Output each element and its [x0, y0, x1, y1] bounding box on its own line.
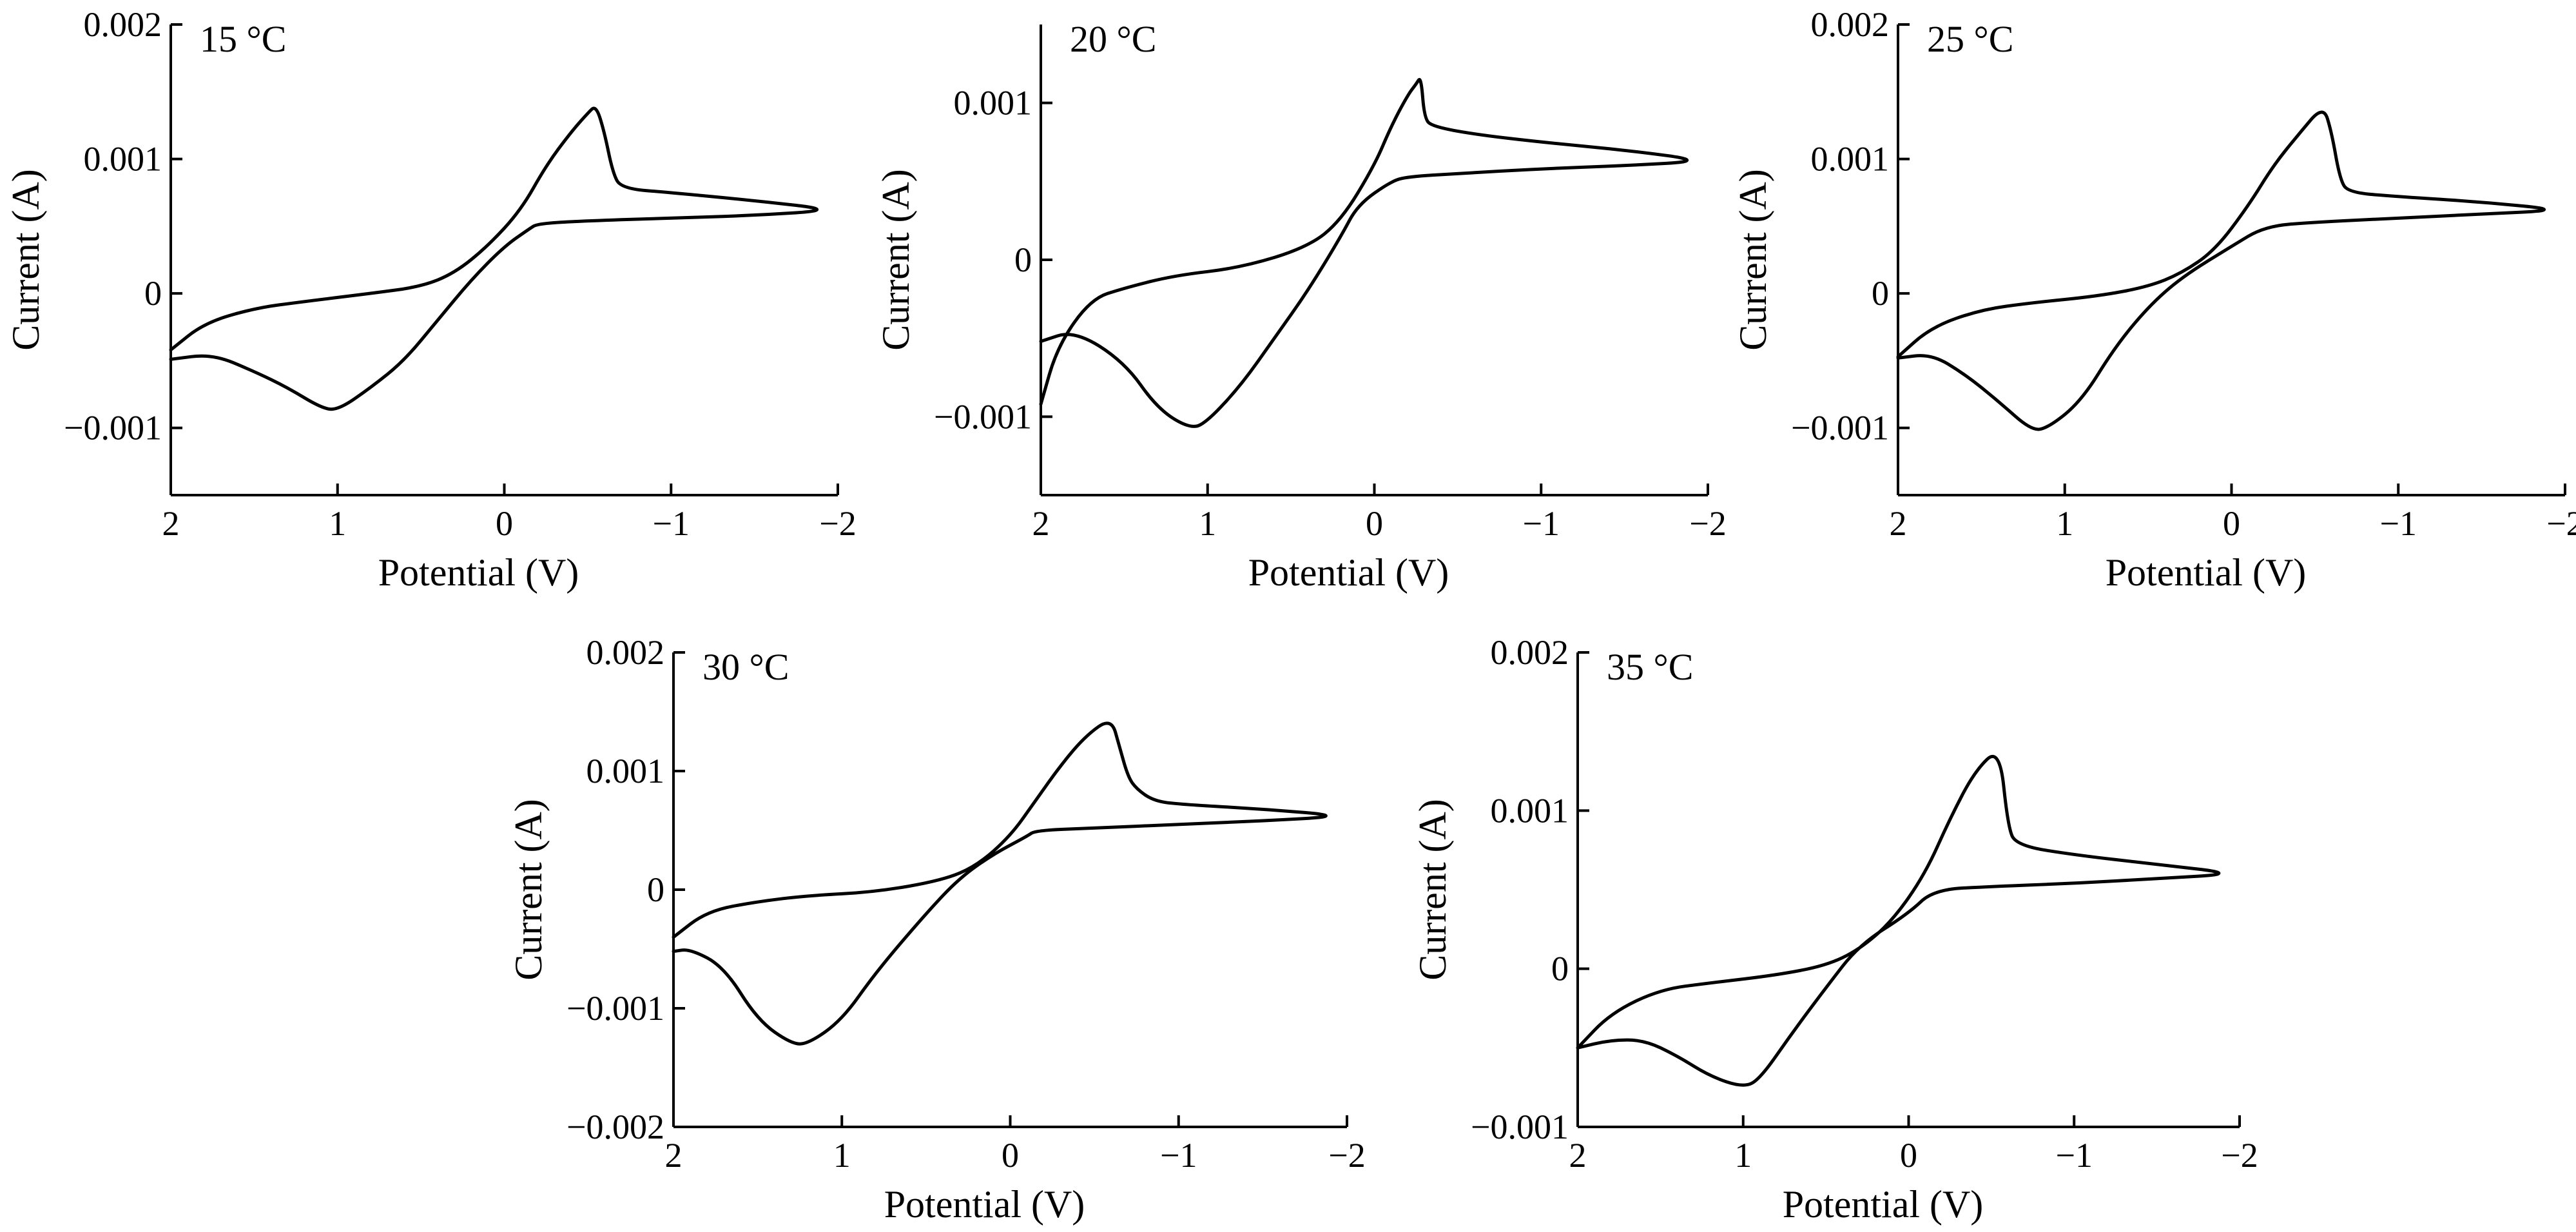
y-tick-label: −0.001 [934, 397, 1032, 436]
x-tick-label: 2 [1569, 1136, 1587, 1175]
y-tick-label: 0.002 [84, 5, 162, 44]
y-tick-label: −0.001 [1791, 409, 1889, 447]
x-tick-label: 0 [1002, 1136, 1019, 1175]
y-tick-label: 0 [1872, 274, 1889, 313]
panel-15c: 2 1 0 −1 −2 −0.001 0 0.001 0.002 Potential (V) Cur… [5, 5, 857, 594]
panel-title: 30 °C [702, 646, 789, 688]
cv-curve [1896, 110, 2546, 431]
x-tick-label: 0 [2223, 504, 2240, 543]
cv-curve [672, 721, 1328, 1046]
y-tick-label: −0.001 [64, 409, 162, 447]
x-tick-label: −2 [2221, 1136, 2258, 1175]
x-tick-label: 1 [1199, 504, 1216, 543]
y-tick-label: 0.001 [586, 752, 665, 790]
panel-title: 35 °C [1607, 646, 1693, 688]
x-tick-label: 2 [162, 504, 180, 543]
x-axis-title: Potential (V) [378, 551, 579, 594]
x-tick-label: −1 [1523, 504, 1560, 543]
x-tick-label: −2 [1328, 1136, 1365, 1175]
panel-title: 25 °C [1927, 18, 2013, 60]
x-axis-title: Potential (V) [1248, 551, 1449, 594]
x-tick-label: 1 [329, 504, 346, 543]
y-tick-label: 0.001 [1811, 140, 1890, 179]
y-tick-label: 0.001 [954, 84, 1032, 122]
cv-curve [1576, 754, 2221, 1087]
x-tick-label: 1 [1734, 1136, 1752, 1175]
x-tick-label: 0 [1900, 1136, 1917, 1175]
cv-curve [1039, 77, 1689, 428]
x-tick-label: 2 [665, 1136, 683, 1175]
y-tick-label: 0.001 [84, 140, 162, 179]
x-tick-label: −1 [653, 504, 690, 543]
cv-curve [169, 106, 819, 411]
x-tick-label: −2 [819, 504, 856, 543]
y-tick-label: 0 [1551, 950, 1569, 988]
panel-title: 20 °C [1070, 18, 1156, 60]
y-tick-label: 0.002 [1491, 633, 1569, 672]
panel-25c: 2 1 0 −1 −2 −0.001 0 0.001 0.002 Potential (V) Cur… [1732, 5, 2576, 594]
x-tick-label: 1 [2056, 504, 2073, 543]
panel-35c: 2 1 0 −1 −2 −0.001 0 0.001 0.002 Potential (V) Cur… [1411, 633, 2258, 1226]
panel-20c: 2 1 0 −1 −2 −0.001 0 0.001 Potential (V) Current … [875, 18, 1727, 594]
x-axis-title: Potential (V) [884, 1183, 1085, 1226]
y-axis-title: Current (A) [1732, 169, 1774, 351]
y-tick-label: −0.001 [567, 989, 664, 1028]
y-axis-title: Current (A) [875, 169, 917, 351]
x-tick-label: 1 [833, 1136, 851, 1175]
y-axis-title: Current (A) [1411, 799, 1454, 981]
x-tick-label: −2 [2546, 504, 2576, 543]
x-tick-label: 2 [1032, 504, 1050, 543]
x-axis-title: Potential (V) [1783, 1183, 1984, 1226]
y-tick-label: 0.001 [1491, 791, 1569, 830]
x-tick-label: −1 [2056, 1136, 2093, 1175]
x-tick-label: 0 [496, 504, 513, 543]
x-axis-title: Potential (V) [2106, 551, 2307, 594]
x-tick-label: 0 [1366, 504, 1383, 543]
y-axis-title: Current (A) [507, 799, 550, 981]
y-axis-title: Current (A) [5, 169, 47, 351]
y-tick-label: 0 [1014, 240, 1032, 279]
y-tick-label: 0.002 [1811, 5, 1890, 44]
y-tick-label: −0.002 [567, 1108, 664, 1146]
y-tick-label: 0 [647, 870, 664, 909]
panel-title: 15 °C [200, 18, 286, 60]
panel-30c: 2 1 0 −1 −2 −0.002 −0.001 0 0.001 0.002 Potential … [507, 633, 1366, 1226]
y-tick-label: 0.002 [586, 633, 665, 672]
y-tick-label: −0.001 [1471, 1108, 1569, 1146]
x-tick-label: −1 [1160, 1136, 1197, 1175]
x-tick-label: 2 [1890, 504, 1907, 543]
x-tick-label: −1 [2380, 504, 2417, 543]
x-tick-label: −2 [1689, 504, 1726, 543]
y-tick-label: 0 [144, 274, 162, 313]
